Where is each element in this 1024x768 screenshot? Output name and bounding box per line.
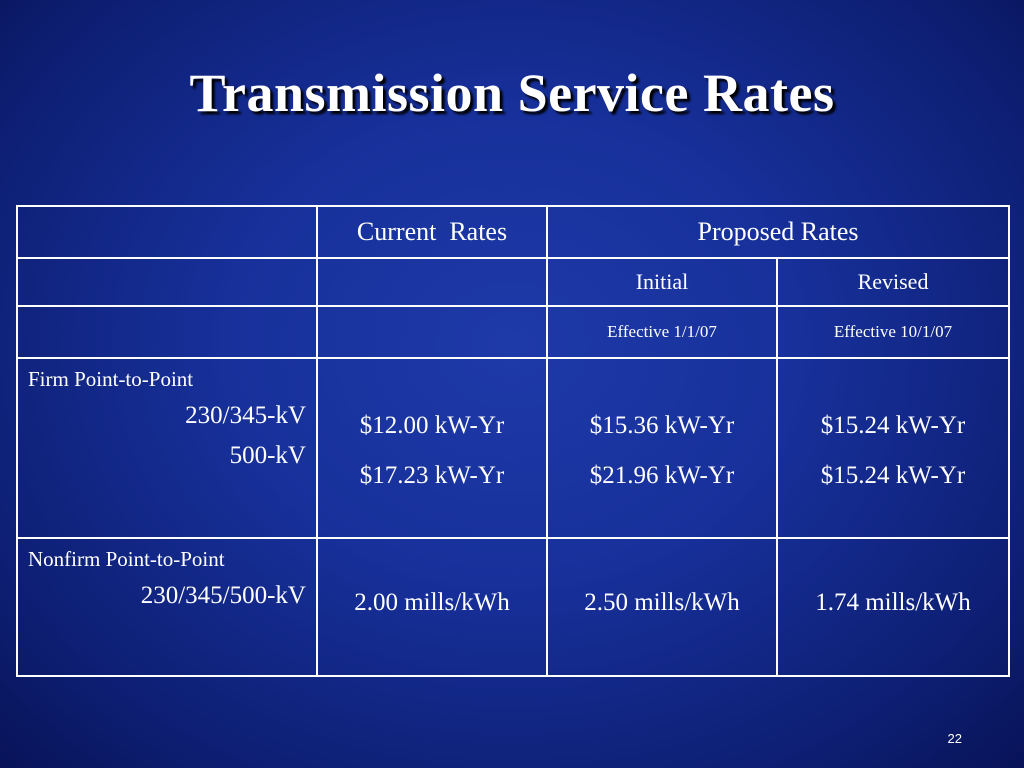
- empty-header-cell: [16, 257, 318, 307]
- empty-header-cell: [316, 305, 548, 359]
- revised-rate-cell: 1.74 mills/kWh: [775, 537, 1011, 677]
- initial-header: Initial: [546, 257, 778, 307]
- voltage-label: 500-kV: [229, 442, 306, 469]
- current-rate-cell: 2.00 mills/kWh: [316, 537, 548, 677]
- rate-value: $15.24 kW-Yr: [820, 412, 966, 439]
- revised-header: Revised: [775, 257, 1011, 307]
- row-label-cell: Firm Point-to-Point 230/345-kV 500-kV: [16, 357, 318, 539]
- rates-table: Current Rates Proposed Rates Initial Rev…: [16, 205, 1011, 677]
- proposed-rates-header: Proposed Rates: [545, 205, 1011, 259]
- effective-initial-header: Effective 1/1/07: [546, 305, 778, 359]
- empty-header-cell: [16, 205, 318, 259]
- rate-value: $21.96 kW-Yr: [589, 462, 735, 489]
- rate-value: 2.00 mills/kWh: [354, 589, 510, 616]
- rate-value: 2.50 mills/kWh: [584, 589, 740, 616]
- rate-value: $17.23 kW-Yr: [359, 462, 505, 489]
- initial-rate-cell: 2.50 mills/kWh: [546, 537, 778, 677]
- current-rates-header: Current Rates: [316, 205, 548, 259]
- current-rate-cell: $12.00 kW-Yr $17.23 kW-Yr: [316, 357, 548, 539]
- empty-header-cell: [16, 305, 318, 359]
- category-label: Firm Point-to-Point: [28, 367, 194, 391]
- header-row-1: Current Rates Proposed Rates: [16, 205, 1011, 259]
- revised-rate-cell: $15.24 kW-Yr $15.24 kW-Yr: [775, 357, 1011, 539]
- rate-value: $12.00 kW-Yr: [359, 412, 505, 439]
- rate-value: $15.24 kW-Yr: [820, 462, 966, 489]
- voltage-label: 230/345/500-kV: [140, 582, 306, 609]
- row-label-cell: Nonfirm Point-to-Point 230/345/500-kV: [16, 537, 318, 677]
- table-row: Nonfirm Point-to-Point 230/345/500-kV 2.…: [16, 537, 1011, 677]
- effective-revised-header: Effective 10/1/07: [775, 305, 1011, 359]
- category-label: Nonfirm Point-to-Point: [28, 547, 225, 571]
- header-row-3: Effective 1/1/07 Effective 10/1/07: [16, 305, 1011, 359]
- initial-rate-cell: $15.36 kW-Yr $21.96 kW-Yr: [546, 357, 778, 539]
- header-row-2: Initial Revised: [16, 257, 1011, 307]
- rate-value: 1.74 mills/kWh: [815, 589, 971, 616]
- empty-header-cell: [316, 257, 548, 307]
- slide-number: 22: [947, 731, 962, 746]
- rate-value: $15.36 kW-Yr: [589, 412, 735, 439]
- table-row: Firm Point-to-Point 230/345-kV 500-kV $1…: [16, 357, 1011, 539]
- slide-title: Transmission Service Rates: [189, 63, 835, 123]
- voltage-label: 230/345-kV: [185, 402, 306, 429]
